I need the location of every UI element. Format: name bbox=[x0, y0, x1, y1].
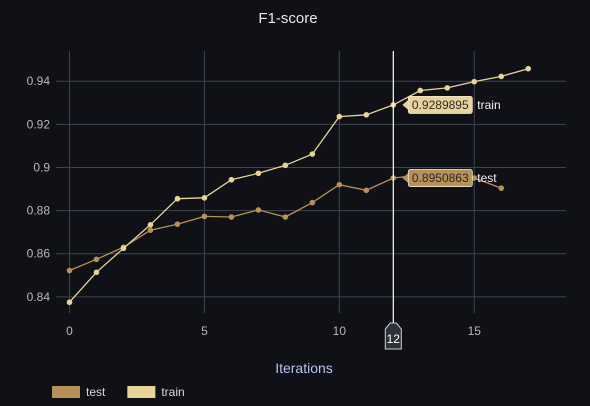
cursor-x-badge bbox=[384, 322, 402, 350]
y-tick-label: 0.86 bbox=[27, 247, 51, 261]
series-line-train bbox=[69, 68, 529, 303]
grid bbox=[56, 51, 566, 313]
data-point-train[interactable] bbox=[255, 170, 262, 177]
tooltip-value-test: 0.8950863 bbox=[412, 171, 469, 185]
legend-swatch-train bbox=[127, 386, 156, 398]
data-point-train[interactable] bbox=[201, 195, 208, 201]
x-tick-label: 0 bbox=[66, 324, 73, 338]
data-point-train[interactable] bbox=[471, 78, 478, 85]
legend-label-test: test bbox=[86, 385, 106, 399]
data-point-test[interactable] bbox=[93, 256, 100, 263]
chart-title: F1-score bbox=[258, 10, 317, 27]
x-tick-label: 15 bbox=[468, 324, 482, 338]
series-test[interactable] bbox=[66, 172, 505, 274]
y-tick-label: 0.84 bbox=[27, 290, 51, 304]
data-point-test[interactable] bbox=[309, 199, 316, 206]
data-point-train[interactable] bbox=[525, 65, 532, 72]
tooltip-box-train bbox=[407, 96, 473, 114]
tooltip-box-test bbox=[407, 169, 473, 187]
tooltip-series-name-train: train bbox=[477, 98, 500, 112]
data-point-test[interactable] bbox=[201, 213, 208, 220]
hover-cursor: 12 0.8950863 test 0.9289895 train bbox=[384, 51, 501, 350]
data-point-train[interactable] bbox=[336, 113, 343, 120]
data-point-test[interactable] bbox=[471, 175, 478, 181]
data-point-test[interactable] bbox=[228, 214, 235, 220]
legend-swatch-test bbox=[52, 386, 80, 398]
y-tick-label: 0.92 bbox=[27, 117, 51, 131]
data-point-test[interactable] bbox=[174, 221, 181, 227]
data-point-test[interactable] bbox=[498, 185, 505, 191]
data-point-train[interactable] bbox=[120, 245, 127, 252]
data-point-test[interactable] bbox=[336, 181, 343, 188]
data-point-test[interactable] bbox=[363, 187, 370, 194]
data-point-test[interactable] bbox=[255, 207, 262, 213]
y-tick-label: 0.9 bbox=[33, 160, 50, 174]
data-point-train[interactable] bbox=[174, 195, 181, 202]
data-point-train[interactable] bbox=[417, 87, 424, 94]
tooltip-pointer bbox=[402, 173, 409, 184]
x-tick-label: 5 bbox=[201, 324, 208, 338]
legend-item-train[interactable]: train bbox=[127, 385, 185, 399]
legend-label-train: train bbox=[161, 385, 184, 399]
y-tick-label: 0.94 bbox=[27, 74, 51, 88]
axis-ticks: 0.84 0.86 0.88 0.9 0.92 0.94 0 5 10 15 bbox=[27, 74, 482, 338]
data-point-train[interactable] bbox=[93, 269, 100, 276]
data-point-train[interactable] bbox=[309, 151, 316, 157]
data-point-test[interactable] bbox=[66, 267, 73, 274]
tooltip-pointer bbox=[402, 99, 409, 110]
data-point-train[interactable] bbox=[147, 222, 154, 228]
data-point-train[interactable] bbox=[282, 162, 289, 169]
data-point-train[interactable] bbox=[498, 73, 505, 80]
y-tick-label: 0.88 bbox=[27, 204, 51, 218]
tooltip-series-name-test: test bbox=[477, 171, 497, 185]
legend[interactable]: test train bbox=[52, 385, 185, 399]
data-point-test[interactable] bbox=[282, 214, 289, 220]
tooltip-value-train: 0.9289895 bbox=[412, 98, 469, 112]
series-line-test bbox=[69, 174, 502, 272]
x-tick-label: 10 bbox=[333, 324, 347, 338]
data-point-train[interactable] bbox=[66, 299, 73, 306]
x-axis-label: Iterations bbox=[275, 360, 333, 376]
data-point-train[interactable] bbox=[444, 85, 451, 91]
data-point-test[interactable] bbox=[147, 227, 154, 233]
cursor-x-label: 12 bbox=[387, 332, 401, 346]
legend-item-test[interactable]: test bbox=[52, 385, 106, 399]
data-point-train[interactable] bbox=[363, 112, 370, 118]
data-point-train[interactable] bbox=[228, 176, 235, 183]
